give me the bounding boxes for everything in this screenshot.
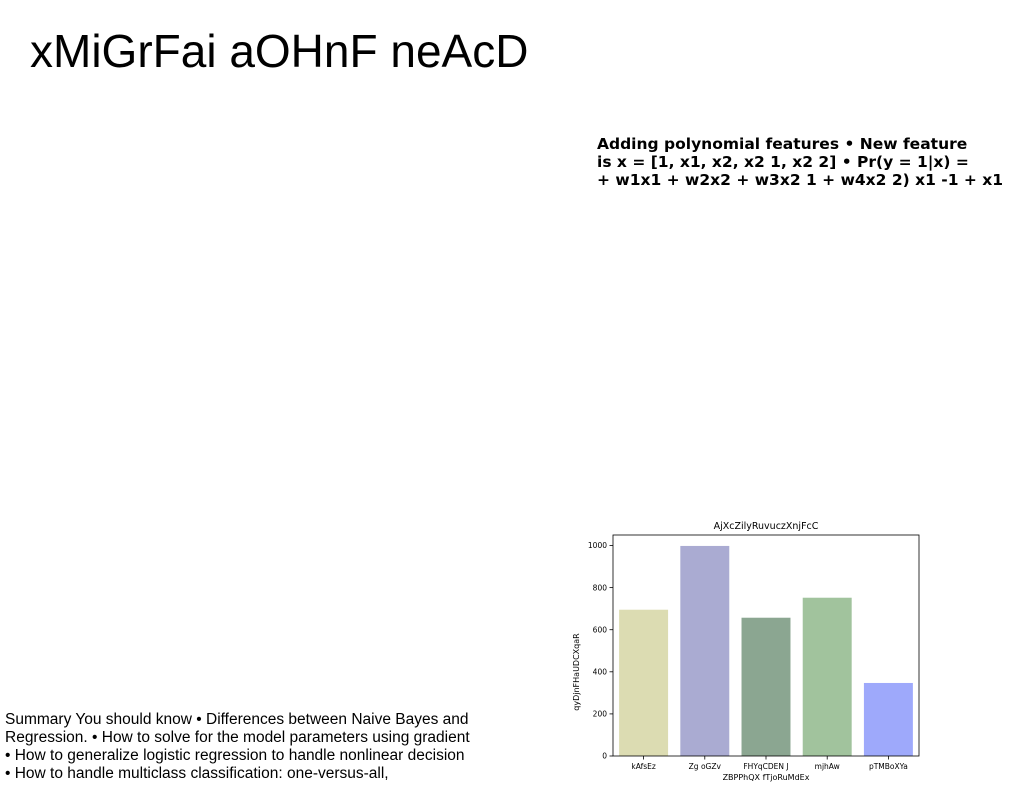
- chart-bar: [680, 545, 730, 756]
- x-tick-label: pTMBoXYa: [869, 762, 908, 771]
- polynomial-line: Adding polynomial features • New feature: [597, 135, 968, 153]
- bar-chart-figure: AjXcZilyRuvuczXnjFcC ZBPPhQX fTjoRuMdEx …: [560, 515, 935, 788]
- summary-line: Regression. • How to solve for the model…: [5, 729, 470, 746]
- polynomial-line: is x = [1, x1, x2, x2 1, x2 2] • Pr(y = …: [597, 153, 969, 171]
- x-tick-label: kAfsEz: [631, 762, 655, 771]
- summary-line: Summary You should know • Differences be…: [5, 711, 469, 728]
- chart-bar: [863, 682, 913, 756]
- bar-chart: AjXcZilyRuvuczXnjFcC ZBPPhQX fTjoRuMdEx …: [572, 521, 920, 782]
- y-tick-label: 200: [593, 710, 608, 719]
- y-tick-label: 1000: [588, 541, 607, 550]
- y-tick-label: 600: [593, 625, 608, 634]
- y-tick-label: 0: [602, 752, 607, 761]
- chart-plot-frame: [612, 534, 920, 757]
- slide-title: xMiGrFai aOHnF neAcD: [30, 25, 529, 77]
- chart-bar: [802, 597, 852, 756]
- y-tick-label: 400: [593, 668, 608, 677]
- chart-bar: [619, 609, 669, 756]
- polynomial-line: + w1x1 + w2x2 + w3x2 1 + w4x2 2) x1 -1 +…: [597, 171, 1004, 189]
- x-tick-label: mjhAw: [815, 762, 840, 771]
- summary-line: • How to handle multiclass classificatio…: [5, 765, 389, 782]
- x-tick-label: Zg oGZv: [689, 762, 722, 771]
- summary-text: Summary You should know • Differences be…: [5, 711, 505, 783]
- chart-x-axis-label: ZBPPhQX fTjoRuMdEx: [723, 773, 810, 782]
- chart-title: AjXcZilyRuvuczXnjFcC: [714, 521, 819, 532]
- polynomial-features-text: Adding polynomial features • New feature…: [597, 135, 1024, 189]
- y-tick-label: 800: [593, 583, 608, 592]
- chart-bar: [741, 617, 791, 756]
- x-tick-label: FHYqCDEN J: [743, 762, 788, 771]
- chart-y-axis-label: qyDjnFHaUDCXqaR: [572, 633, 581, 711]
- summary-line: • How to generalize logistic regression …: [5, 747, 465, 764]
